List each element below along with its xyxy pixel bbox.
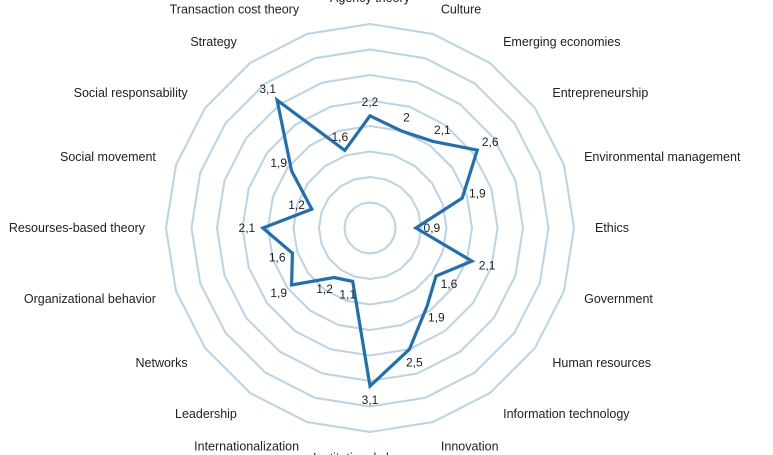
value-label-entrepreneurship: 2,6 (482, 135, 499, 149)
value-label-strategy: 3,1 (259, 82, 276, 96)
category-label-emerging-economies: Emerging economies (503, 35, 620, 49)
grid-ring-7 (190, 48, 550, 408)
grid-ring-8 (164, 22, 576, 434)
value-label-resourses-based-theory: 2,1 (239, 221, 256, 235)
value-label-leadership: 1,2 (316, 282, 333, 296)
category-label-ethics: Ethics (595, 221, 629, 235)
category-label-transaction-cost-theory: Transaction cost theory (170, 2, 300, 16)
category-label-social-movement: Social movement (60, 150, 156, 164)
value-label-internationalization: 1,1 (339, 288, 356, 302)
category-label-government: Government (584, 292, 653, 306)
grid-ring-3 (292, 150, 448, 306)
category-label-institutional-changes: Institutional changes (313, 451, 427, 455)
radar-series (259, 96, 480, 390)
value-label-agency-theory: 2,2 (362, 95, 379, 109)
value-label-government: 2,1 (479, 258, 496, 272)
category-label-organizational-behavior: Organizational behavior (24, 292, 156, 306)
grid-ring-5 (241, 99, 499, 357)
value-label-innovation: 2,5 (406, 356, 423, 370)
value-label-ethics: 0,9 (424, 221, 441, 235)
category-label-innovation: Innovation (441, 440, 499, 454)
value-labels: 2,2 2 2,1 2,6 1,9 0,9 2,1 1,6 1,9 2,5 3,1 1,1 1,2 1,9… (239, 82, 499, 407)
value-label-emerging-economies: 2,1 (434, 123, 451, 137)
value-label-networks: 1,9 (270, 286, 287, 300)
value-label-culture: 2 (403, 111, 410, 125)
category-label-social-responsability: Social responsability (74, 86, 189, 100)
category-label-culture: Culture (441, 2, 481, 16)
value-label-environmental-management: 1,9 (469, 187, 486, 201)
series-line (259, 96, 480, 390)
category-label-networks: Networks (136, 356, 188, 370)
category-label-agency-theory: Agency theory (330, 0, 411, 5)
radar-grid (164, 22, 576, 434)
category-label-internationalization: Internationalization (194, 440, 299, 454)
value-label-transaction-cost-theory: 1,6 (331, 130, 348, 144)
category-label-environmental-management: Environmental management (584, 150, 741, 164)
grid-ring-4 (266, 124, 474, 332)
category-label-human-resources: Human resources (552, 356, 651, 370)
category-labels: Agency theory Culture Emerging economies En… (9, 0, 741, 455)
category-label-resourses-based-theory: Resourses-based theory (9, 221, 146, 235)
category-label-strategy: Strategy (190, 35, 237, 49)
value-label-institutional-changes: 3,1 (362, 393, 379, 407)
value-label-human-resources: 1,6 (441, 277, 458, 291)
category-label-entrepreneurship: Entrepreneurship (552, 86, 648, 100)
value-label-social-responsability: 1,9 (270, 156, 287, 170)
grid-ring-2 (317, 175, 423, 281)
category-label-leadership: Leadership (175, 407, 237, 421)
value-label-information-technology: 1,9 (428, 311, 445, 325)
value-label-social-movement: 1,2 (288, 198, 305, 212)
grid-ring-1 (343, 201, 397, 255)
category-label-information-technology: Information technology (503, 407, 630, 421)
value-label-organizational-behavior: 1,6 (269, 251, 286, 265)
